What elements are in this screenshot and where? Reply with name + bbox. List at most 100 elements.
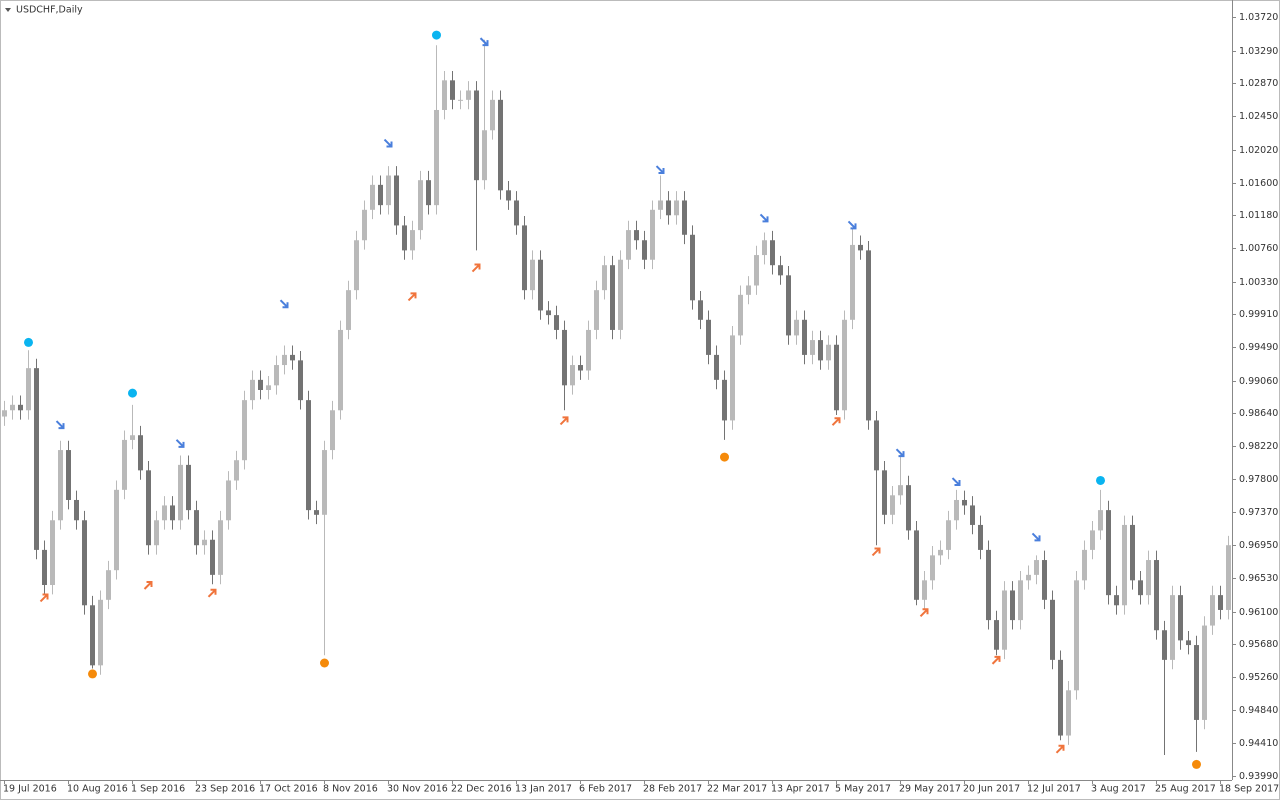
candle-body: [922, 580, 927, 600]
candle-body: [770, 240, 775, 266]
collapse-icon[interactable]: [5, 8, 11, 12]
candle-body: [306, 400, 311, 511]
candle-body: [242, 400, 247, 461]
y-tick-label: 0.96530: [1239, 573, 1278, 584]
candle-body: [1226, 545, 1231, 610]
candle-body: [202, 539, 207, 546]
x-tick-label: 10 Aug 2016: [67, 784, 128, 795]
y-tick-label: 0.98640: [1239, 408, 1278, 419]
candle-body: [730, 335, 735, 421]
y-tick-label: 1.02020: [1239, 145, 1278, 156]
candle-body: [466, 90, 471, 100]
candle-body: [578, 365, 583, 371]
signal-arrow: [831, 417, 841, 426]
candle-body: [538, 259, 543, 311]
candle-body: [546, 310, 551, 316]
candle-body: [994, 620, 999, 650]
candle-body: [450, 80, 455, 100]
candle-body: [978, 524, 983, 550]
candle-body: [850, 244, 855, 320]
signal-arrow: [383, 138, 393, 148]
candle-body: [778, 265, 783, 276]
candle-body: [514, 200, 519, 226]
x-tick-label: 25 Aug 2017: [1155, 784, 1216, 795]
y-tick-label: 0.96950: [1239, 540, 1278, 551]
candle-body: [562, 329, 567, 386]
candle-body: [706, 319, 711, 355]
candle-body: [1130, 524, 1135, 581]
signal-arrow: [991, 655, 1001, 665]
x-tick-label: 20 Jun 2017: [963, 784, 1020, 795]
candle-body: [818, 340, 823, 361]
candle-body: [506, 190, 511, 201]
candle-body: [802, 319, 807, 355]
candle-body: [154, 520, 159, 546]
signal-arrow: [759, 213, 769, 223]
candle-body: [882, 470, 887, 515]
candle-body: [1202, 625, 1207, 720]
candle-body: [810, 340, 815, 355]
candle-body: [274, 365, 279, 386]
candle-body: [98, 599, 103, 666]
candle-body: [898, 485, 903, 496]
x-tick-label: 29 May 2017: [899, 784, 961, 795]
candle-body: [1010, 590, 1015, 621]
candle-body: [666, 200, 671, 216]
candle-body: [50, 520, 55, 585]
y-tick-label: 1.01180: [1239, 210, 1278, 221]
y-tick-label: 0.99060: [1239, 376, 1278, 387]
signal-arrow: [919, 608, 929, 618]
y-tick-label: 1.03720: [1239, 12, 1278, 23]
candle-body: [1138, 580, 1143, 596]
candle-body: [266, 385, 271, 390]
x-tick-label: 13 Apr 2017: [771, 784, 830, 795]
candle-body: [642, 240, 647, 260]
candle-body: [130, 435, 135, 440]
candle-body: [66, 450, 71, 500]
candle-body: [946, 520, 951, 550]
signal-dot: [320, 658, 329, 668]
candle-body: [410, 230, 415, 251]
candle-body: [658, 200, 663, 210]
candle-body: [554, 315, 559, 330]
candle-body: [842, 319, 847, 411]
candle-body: [402, 225, 407, 251]
candle-body: [1090, 530, 1095, 550]
candle-body: [1106, 510, 1111, 596]
candle-body: [1154, 560, 1159, 631]
candle-body: [866, 250, 871, 421]
x-tick-label: 23 Sep 2016: [195, 784, 255, 795]
y-tick-label: 0.94840: [1239, 705, 1278, 716]
y-tick-label: 0.95260: [1239, 672, 1278, 683]
x-tick-label: 22 Mar 2017: [707, 784, 767, 795]
signal-dot: [432, 30, 441, 40]
candle-body: [490, 99, 495, 131]
y-tick-label: 1.01600: [1239, 178, 1278, 189]
candle-body: [386, 175, 391, 206]
x-tick-label: 30 Nov 2016: [387, 784, 448, 795]
candle-body: [250, 379, 255, 401]
candle-body: [722, 379, 727, 421]
signal-arrow: [279, 299, 289, 309]
candle-body: [82, 520, 87, 606]
y-tick-label: 0.98220: [1239, 441, 1278, 452]
candle-body: [938, 549, 943, 556]
candle-body: [322, 450, 327, 515]
candle-body: [1042, 560, 1047, 600]
signal-arrow: [1055, 744, 1065, 754]
signal-arrow: [55, 420, 65, 430]
candle-body: [442, 80, 447, 110]
candle-body: [1026, 574, 1031, 581]
candle-body: [370, 184, 375, 210]
candle-body: [650, 209, 655, 260]
candle-body: [90, 605, 95, 666]
y-tick-label: 0.94410: [1239, 738, 1278, 749]
candle-body: [1210, 595, 1215, 626]
candle-body: [314, 510, 319, 515]
candle-body: [914, 530, 919, 600]
candle-body: [426, 180, 431, 206]
candle-body: [10, 404, 15, 411]
candle-body: [1218, 595, 1223, 610]
y-tick-label: 0.97370: [1239, 507, 1278, 518]
